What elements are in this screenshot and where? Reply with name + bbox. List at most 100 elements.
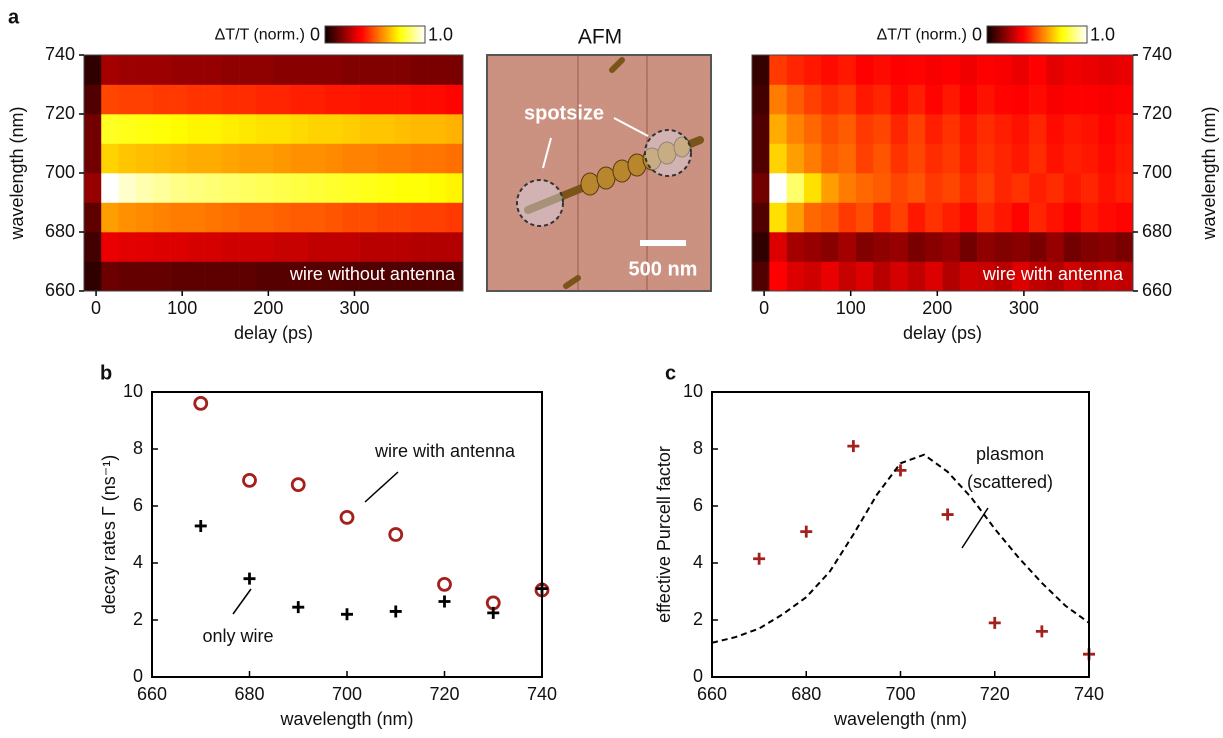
colorbar-swatch: [1040, 26, 1043, 43]
heatmap-cell: [428, 202, 447, 233]
heatmap-cell: [170, 143, 188, 174]
heatmap-cell: [925, 261, 943, 292]
colorbar-swatch: [1047, 26, 1050, 43]
colorbar-swatch: [1075, 26, 1078, 43]
x-tick-label: 720: [429, 684, 459, 704]
heatmap-cell: [1011, 261, 1030, 292]
heatmap-cell: [256, 143, 274, 174]
heatmap-cell: [394, 232, 412, 262]
heatmap-cell: [187, 261, 205, 292]
colorbar-swatch: [1065, 26, 1068, 43]
heatmap-cell: [307, 55, 326, 85]
colorbar-swatch: [993, 26, 996, 43]
line: [711, 453, 1090, 644]
colorbar-swatch: [355, 26, 358, 43]
colorbar-swatch: [1005, 26, 1008, 43]
colorbar-swatch: [336, 26, 339, 43]
heatmap-cell: [942, 114, 961, 144]
heatmap-cell: [1046, 84, 1065, 115]
heatmap-cell: [803, 202, 822, 233]
heatmap-cell: [359, 143, 378, 174]
spot-circle: [516, 179, 564, 227]
heatmap-cell: [445, 84, 464, 115]
heatmap-cell: [838, 84, 857, 115]
colorbar-swatch: [346, 26, 349, 43]
heatmap-cell: [325, 261, 343, 292]
heatmap-cell: [959, 143, 978, 174]
heatmap-cell: [256, 202, 274, 233]
colorbar-swatch: [1048, 26, 1051, 43]
colorbar-swatch: [365, 26, 368, 43]
heatmap-cell: [152, 202, 171, 233]
colorbar-swatch: [403, 26, 406, 43]
heatmap-cell: [994, 173, 1013, 203]
colorbar-swatch: [353, 26, 356, 43]
heatmap-cell: [84, 261, 102, 292]
y-tick-label: 720: [45, 103, 75, 123]
heatmap-cell: [84, 232, 102, 262]
colorbar-swatch: [995, 26, 998, 43]
heatmap-cell: [152, 143, 171, 174]
heatmap-cell: [907, 261, 926, 292]
heatmap-cell: [273, 143, 292, 174]
point: [1035, 625, 1048, 638]
heatmap-cell: [342, 232, 360, 262]
heatmap-cell: [221, 84, 240, 115]
heatmap-cell: [977, 55, 995, 85]
colorbar-swatch: [400, 26, 403, 43]
heatmap-cell: [838, 202, 857, 233]
point: [437, 576, 452, 592]
heatmap-cell: [752, 261, 770, 292]
colorbar-swatch: [1082, 26, 1085, 43]
heatmap-cell: [187, 202, 205, 233]
heatmap-cell: [101, 173, 119, 203]
heatmap-cell: [1115, 143, 1134, 174]
colorbar-swatch: [1015, 26, 1018, 43]
heatmap-cell: [994, 55, 1013, 85]
heatmap-cell: [1115, 114, 1134, 144]
colorbar-swatch: [1052, 26, 1055, 43]
heatmap-cell: [803, 84, 822, 115]
x-tick-label: 100: [836, 298, 866, 318]
heatmap-cell: [445, 232, 464, 262]
heatmap-cell: [752, 114, 770, 144]
colorbar-swatch: [1085, 26, 1088, 43]
heatmap-cell: [855, 202, 874, 233]
heatmap-cell: [873, 114, 891, 144]
colorbar-swatch: [1027, 26, 1030, 43]
heatmap-cell: [1063, 173, 1082, 203]
heatmap-cell: [1115, 173, 1134, 203]
heatmap-cell: [1011, 173, 1030, 203]
heatmap-cell: [1081, 84, 1099, 115]
heatmap-cell: [769, 55, 787, 85]
heatmap-cell: [239, 232, 257, 262]
heatmap-cell: [273, 55, 292, 85]
heatmap-cell: [1081, 173, 1099, 203]
heatmap-cell: [925, 84, 943, 115]
heatmap-cell: [187, 173, 205, 203]
heatmap-cell: [256, 232, 274, 262]
heatmap-cell: [1011, 143, 1030, 174]
heatmap-cell: [752, 232, 770, 262]
heatmap-cell: [977, 261, 995, 292]
heatmap-cell: [204, 84, 223, 115]
y-tick-label: 700: [1142, 162, 1172, 182]
heatmap-cell: [769, 143, 787, 174]
heatmap-cell: [84, 143, 102, 174]
heatmap-cell: [221, 261, 240, 292]
heatmap-cell: [411, 84, 429, 115]
colorbar-swatch: [1058, 26, 1061, 43]
heatmap-cell: [325, 84, 343, 115]
colorbar-swatch: [408, 26, 411, 43]
heatmap-cell: [221, 202, 240, 233]
point: [941, 508, 954, 521]
heatmap-cell: [170, 202, 188, 233]
colorbar-tick-label: 1.0: [1090, 24, 1115, 44]
heatmap-cell: [1029, 84, 1047, 115]
heatmap-cell: [187, 114, 205, 144]
x-axis-label: delay (ps): [903, 323, 982, 343]
heatmap-cell: [394, 114, 412, 144]
heatmap-cell: [925, 202, 943, 233]
colorbar-swatch: [345, 26, 348, 43]
heatmap-cell: [1081, 261, 1099, 292]
